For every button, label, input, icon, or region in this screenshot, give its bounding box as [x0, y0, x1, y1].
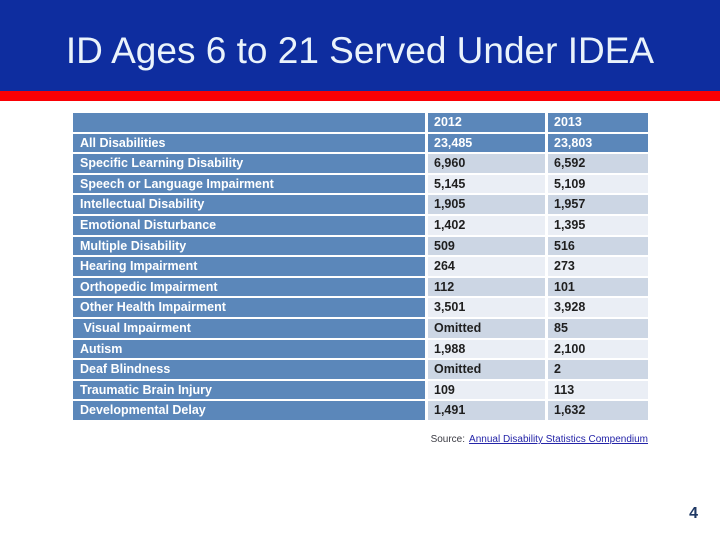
table-row-label: Orthopedic Impairment — [73, 277, 425, 297]
table-cell-2013: 113 — [548, 380, 648, 400]
table-cell-2012: 6,960 — [428, 154, 545, 173]
source-label: Source: — [430, 434, 466, 445]
table-cell-2013: 85 — [548, 318, 648, 338]
slide-header: ID Ages 6 to 21 Served Under IDEA — [0, 0, 720, 91]
table-row-label: Traumatic Brain Injury — [73, 380, 425, 400]
table-cell-2013: 23,803 — [548, 133, 648, 153]
table-row-label: Hearing Impairment — [73, 257, 425, 276]
table-row-label: Visual Impairment — [73, 318, 425, 338]
table-cell-2012: 109 — [428, 380, 545, 400]
table-row-label: Speech or Language Impairment — [73, 174, 425, 194]
table-cell-2012: 23,485 — [428, 133, 545, 153]
table-row-label: Deaf Blindness — [73, 360, 425, 379]
table-cell-2013: 516 — [548, 236, 648, 256]
table-cell-2012: 264 — [428, 257, 545, 276]
table-row-label: Other Health Impairment — [73, 298, 425, 317]
table-cell-2012: 1,491 — [428, 401, 545, 420]
table-cell-2012: Omitted — [428, 360, 545, 379]
table-cell-2013: 1,632 — [548, 401, 648, 420]
table-cell-2012: 112 — [428, 277, 545, 297]
table-cell-2013: 6,592 — [548, 154, 648, 173]
table-cell-2012: Omitted — [428, 318, 545, 338]
table-cell-2013: 273 — [548, 257, 648, 276]
table-cell-2013: 1,395 — [548, 215, 648, 235]
table-cell-2013: 2 — [548, 360, 648, 379]
table-col-header-2013: 2013 — [548, 113, 648, 132]
table-col-header-2012: 2012 — [428, 113, 545, 132]
table-row-label: Autism — [73, 339, 425, 359]
table-cell-2013: 2,100 — [548, 339, 648, 359]
table-cell-2012: 1,988 — [428, 339, 545, 359]
page-number: 4 — [689, 505, 698, 522]
table-row-label: Developmental Delay — [73, 401, 425, 420]
table-corner-cell — [73, 113, 425, 132]
table-row-label: Emotional Disturbance — [73, 215, 425, 235]
table-row-label: Specific Learning Disability — [73, 154, 425, 173]
red-accent-bar — [0, 91, 720, 101]
table-row-label: Multiple Disability — [73, 236, 425, 256]
table-cell-2013: 3,928 — [548, 298, 648, 317]
source-citation: Source: Annual Disability Statistics Comp… — [431, 434, 648, 445]
table-cell-2012: 1,402 — [428, 215, 545, 235]
table-cell-2012: 1,905 — [428, 195, 545, 214]
idea-table: 2012 2013 All Disabilities 23,485 23,803 Spec… — [73, 113, 648, 420]
table-cell-2012: 3,501 — [428, 298, 545, 317]
table-cell-2013: 1,957 — [548, 195, 648, 214]
source-link[interactable]: Annual Disability Statistics Compendium — [469, 434, 648, 445]
table-cell-2012: 509 — [428, 236, 545, 256]
slide-title: ID Ages 6 to 21 Served Under IDEA — [65, 29, 655, 71]
table-cell-2013: 101 — [548, 277, 648, 297]
table-cell-2013: 5,109 — [548, 174, 648, 194]
table-row-label: All Disabilities — [73, 133, 425, 153]
table-row-label: Intellectual Disability — [73, 195, 425, 214]
table-cell-2012: 5,145 — [428, 174, 545, 194]
